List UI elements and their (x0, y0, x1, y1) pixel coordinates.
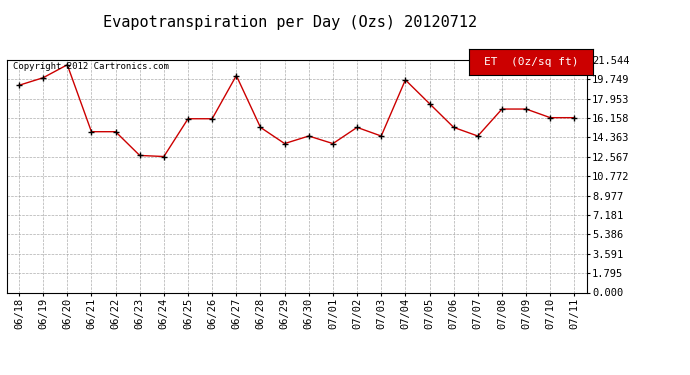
Text: Evapotranspiration per Day (Ozs) 20120712: Evapotranspiration per Day (Ozs) 2012071… (103, 15, 477, 30)
Text: ET  (0z/sq ft): ET (0z/sq ft) (484, 57, 578, 67)
Text: Copyright 2012 Cartronics.com: Copyright 2012 Cartronics.com (12, 62, 168, 71)
